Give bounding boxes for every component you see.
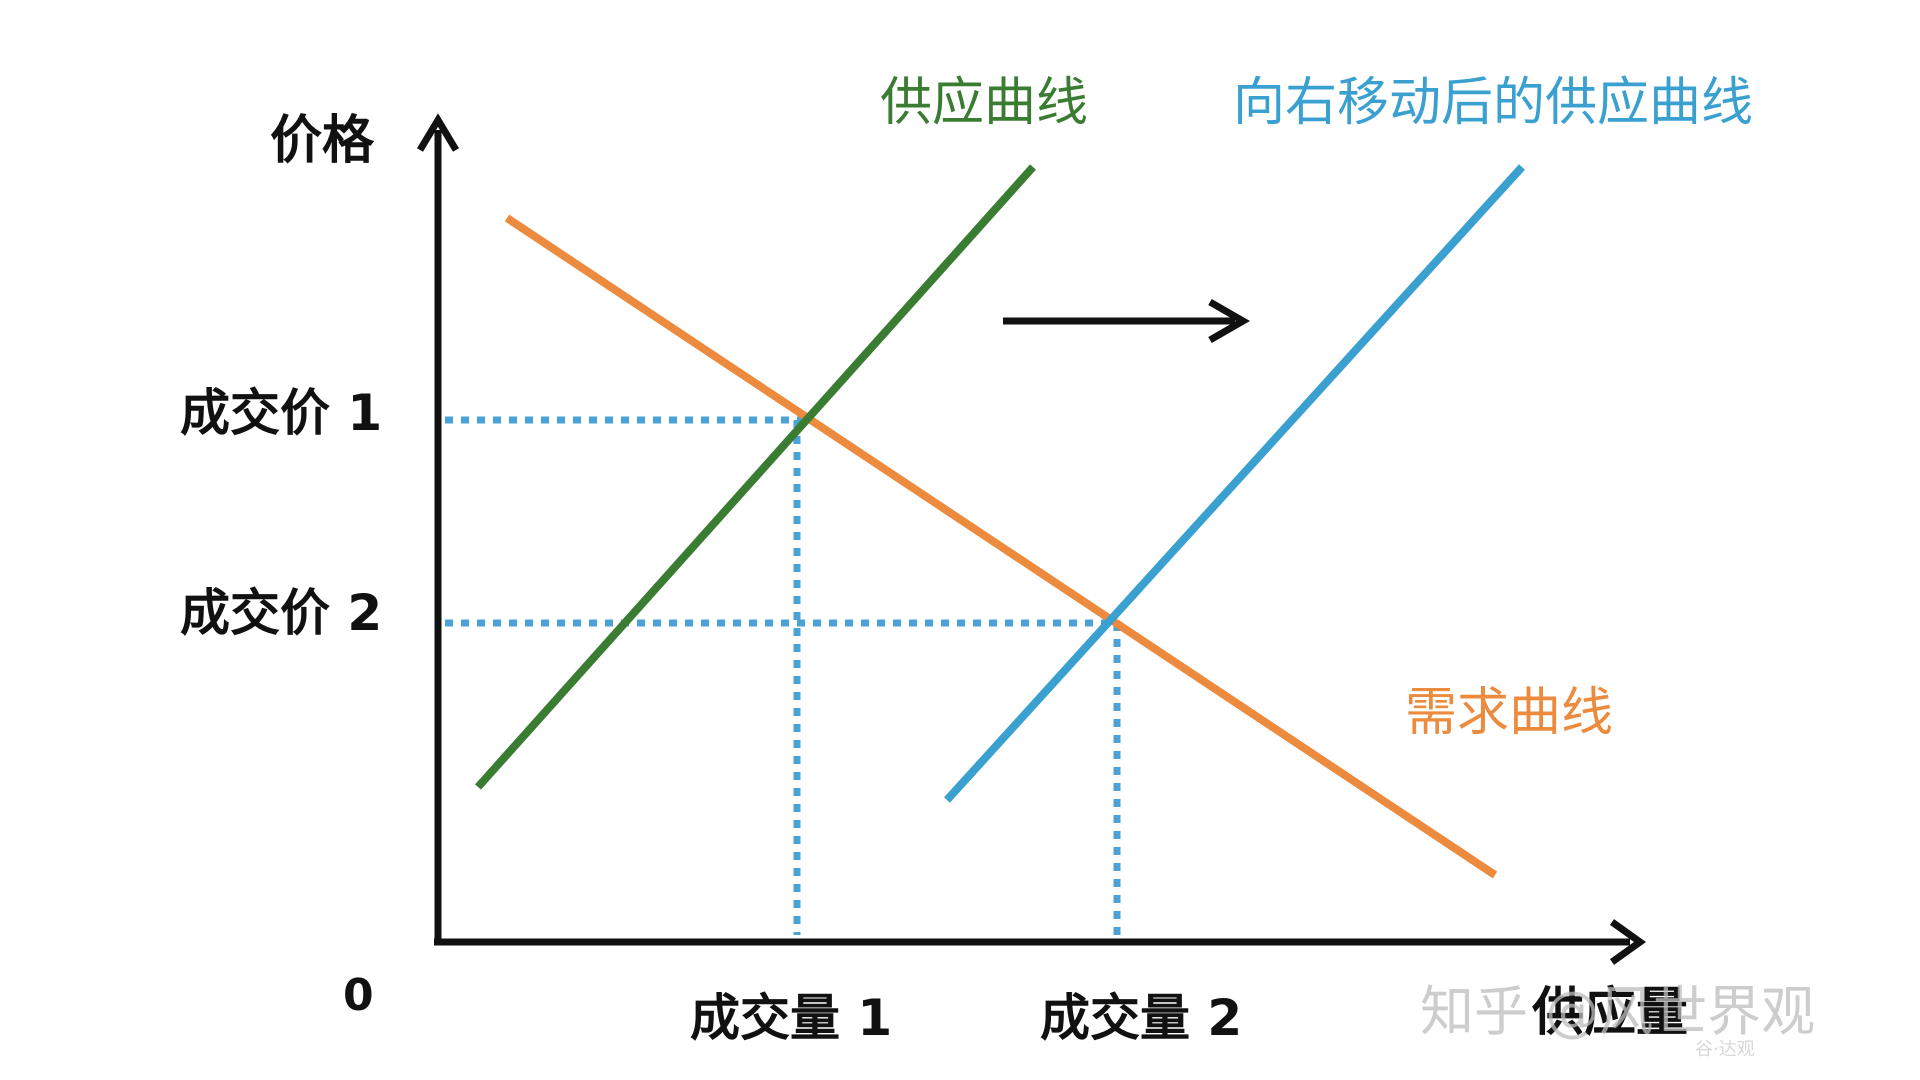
demand-curve [504, 214, 1498, 879]
shifted-supply-curve [944, 164, 1525, 803]
y-axis-arrowhead [416, 113, 460, 152]
quantity-label-2: 成交量 2 [1040, 989, 1242, 1047]
shifted-supply-curve-label: 向右移动后的供应曲线 [1233, 73, 1753, 133]
supply-curve-label: 供应曲线 [880, 73, 1088, 133]
demand-curve-label: 需求曲线 [1405, 683, 1613, 743]
watermark-subtext: 谷·达观 [1695, 1039, 1755, 1060]
price-label-2: 成交价 2 [180, 584, 382, 642]
quantity-label-1: 成交量 1 [690, 989, 892, 1047]
origin-label: 0 [343, 970, 374, 1021]
x-axis-arrowhead [1609, 919, 1647, 965]
y-axis-label: 价格 [270, 111, 375, 171]
shift-arrowhead [1208, 298, 1251, 344]
supply-curve [475, 164, 1036, 790]
price-label-1: 成交价 1 [180, 384, 382, 442]
x-axis-label: 供应量 [1532, 983, 1688, 1043]
watermark-text: 知乎 @风世界观 [1420, 980, 1815, 1043]
